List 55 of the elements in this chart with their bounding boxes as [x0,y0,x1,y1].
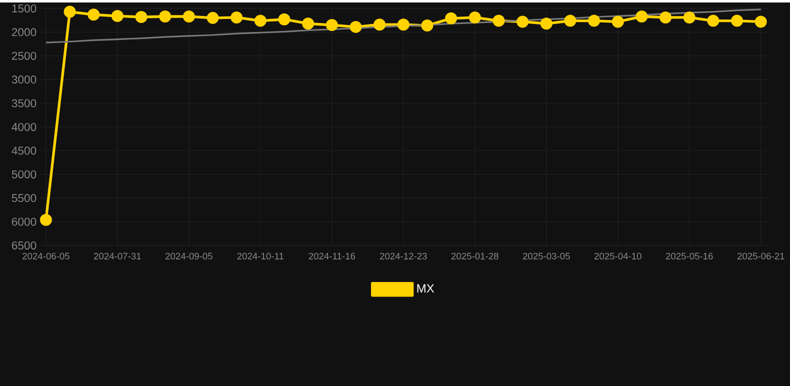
x-tick-label: 2025-01-28 [451,252,498,260]
point [182,10,195,22]
x-tick-label: 2024-11-16 [308,252,356,260]
point [206,12,219,24]
point [421,19,434,32]
point [540,17,552,30]
x-tick-label: 2025-04-10 [594,252,642,260]
point [374,18,386,30]
y-tick-label: 1500 [12,4,36,12]
line-series [45,8,762,44]
point [468,11,481,24]
point [135,10,148,23]
point [88,8,100,20]
point [230,11,243,24]
point [350,20,362,33]
point [445,12,458,24]
y-tick-label: 5500 [12,194,36,202]
point [564,14,576,27]
point [111,10,124,22]
point [636,10,648,22]
point [707,14,720,27]
point [754,16,767,28]
y-tick-label: 5000 [12,170,36,178]
point [40,214,52,226]
legend-label: MX [417,284,434,292]
point [612,16,624,28]
y-tick-label: 3500 [12,99,36,108]
point [660,11,672,24]
point [302,17,314,30]
x-tick-label: 2025-06-21 [737,252,784,260]
y-tick-label: 2000 [12,28,36,36]
point [516,16,529,28]
point [588,14,600,27]
x-tick-label: 2024-09-05 [166,252,212,260]
y-tick-label: 6500 [12,241,36,250]
x-tick-label: 2025-05-16 [666,252,713,260]
y-tick-label: 3000 [12,75,36,84]
point [397,18,410,30]
point [254,14,266,27]
x-tick-label: 2024-10-11 [237,252,284,260]
y-tick-label: 4500 [12,146,36,154]
y-tick-label: 2500 [12,52,36,60]
x-tick-label: 2024-06-05 [22,252,70,260]
x-tick-label: 2024-07-31 [94,252,141,260]
point [731,14,744,27]
x-tick-label: 2024-12-23 [380,252,427,260]
point [64,6,76,18]
y-tick-label: 4000 [12,122,36,131]
point [278,13,290,26]
point [326,18,338,31]
x-tick-label: 2025-03-05 [522,252,570,260]
point [492,14,505,27]
point [159,10,172,22]
point [683,11,696,24]
y-tick-label: 6000 [12,218,36,226]
